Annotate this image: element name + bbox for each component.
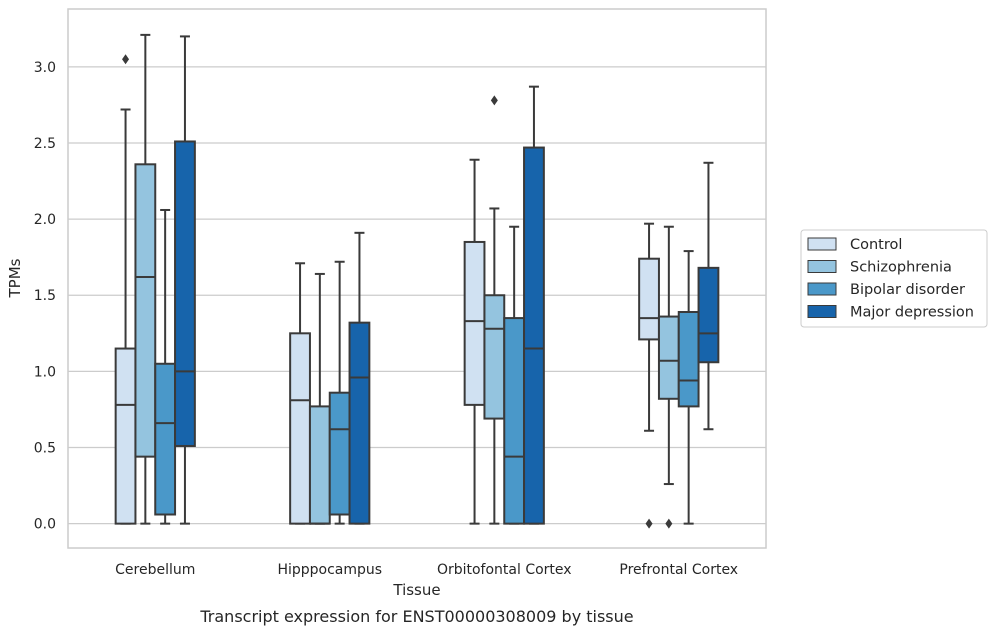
legend-label: Control [850, 237, 902, 253]
box-bipolar-disorder [328, 260, 351, 525]
box-body [503, 317, 526, 525]
box-body [308, 405, 331, 525]
y-tick-label: 0.5 [34, 441, 56, 457]
box-schizophrenia [134, 33, 157, 525]
y-tick-label: 2.0 [34, 212, 56, 228]
x-axis-ticks: Cerebellum Hipppocampus Orbitofontal Corte… [115, 562, 738, 578]
box-major-depression [523, 85, 545, 525]
box-body [289, 332, 311, 525]
box-bipolar-disorder [503, 225, 526, 525]
y-axis-label: TPMs [6, 258, 24, 298]
box-control [114, 54, 137, 525]
box-body [348, 321, 371, 525]
box-schizophrenia [483, 95, 506, 525]
box-body [697, 266, 720, 364]
box-body [677, 310, 700, 408]
box-major-depression [174, 35, 196, 525]
plot-boxes [114, 33, 720, 529]
x-tick-label: Hipppocampus [277, 562, 382, 578]
y-tick-label: 0.0 [34, 517, 56, 533]
box-control [638, 222, 660, 529]
legend-swatch [807, 282, 837, 296]
box-body [483, 294, 506, 420]
legend-swatch [807, 305, 837, 318]
legend-label: Schizophrenia [850, 260, 952, 276]
box-body [174, 140, 196, 447]
y-tick-label: 1.5 [34, 288, 56, 304]
y-axis-ticks: 0.0 0.5 1.0 1.5 2.0 2.5 3.0 [34, 60, 56, 533]
outlier-point [490, 95, 498, 106]
box-bipolar-disorder [677, 250, 700, 525]
box-body [328, 391, 351, 516]
legend-label: Bipolar disorder [850, 282, 965, 298]
box-bipolar-disorder [154, 208, 177, 525]
x-tick-label: Prefrontal Cortex [619, 562, 738, 578]
box-schizophrenia [308, 272, 331, 525]
box-body [523, 146, 545, 525]
y-tick-label: 1.0 [34, 364, 56, 380]
box-major-depression [348, 231, 371, 525]
outlier-point [665, 518, 673, 529]
outlier-point [645, 518, 653, 529]
box-body [638, 257, 660, 341]
legend-swatch [807, 237, 837, 251]
box-body [463, 240, 486, 406]
legend-label: Major depression [850, 305, 974, 321]
box-body [657, 315, 680, 400]
chart-caption: Transcript expression for ENST0000030800… [199, 607, 633, 626]
box-body [114, 347, 137, 525]
legend: Control Schizophrenia Bipolar disorder Majo… [800, 229, 988, 328]
box-control [289, 262, 311, 525]
y-tick-label: 2.5 [34, 136, 56, 152]
box-body [134, 163, 157, 458]
box-schizophrenia [657, 225, 680, 529]
y-tick-label: 3.0 [34, 60, 56, 76]
box-body [154, 362, 177, 516]
outlier-point [122, 54, 130, 65]
x-axis-label: Tissue [392, 581, 440, 599]
box-control [463, 158, 486, 525]
plot-frame [67, 8, 767, 549]
x-tick-label: Orbitofontal Cortex [437, 562, 572, 578]
box-major-depression [697, 161, 720, 431]
legend-frame [800, 229, 988, 328]
legend-swatch [807, 260, 837, 273]
x-tick-label: Cerebellum [115, 562, 195, 578]
